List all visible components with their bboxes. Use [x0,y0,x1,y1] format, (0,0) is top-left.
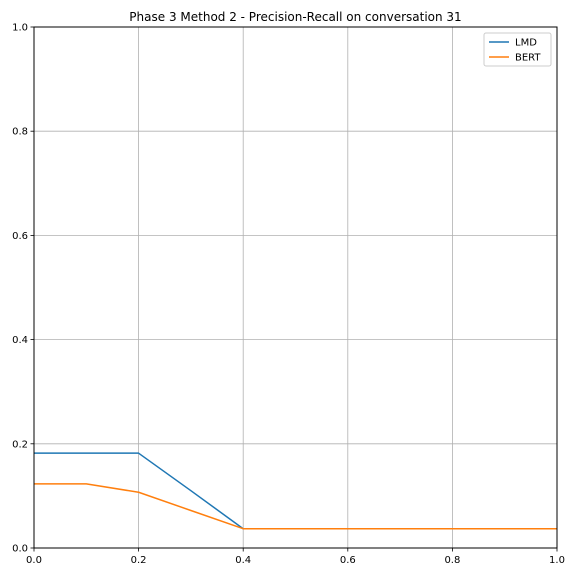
legend: LMD BERT [483,32,552,67]
legend-label-bert: BERT [515,53,541,64]
series-line-lmd [34,452,557,530]
y-tick-label: 0.2 [12,439,28,450]
y-tick-label: 0.0 [12,544,28,555]
series-line-bert [34,483,557,530]
x-tick-label: 0.0 [26,555,42,566]
x-tick-label: 0.8 [444,555,460,566]
x-tick-label: 0.2 [131,555,147,566]
y-tick-label: 0.6 [12,231,28,242]
chart-title: Phase 3 Method 2 - Precision-Recall on c… [129,10,461,24]
plot-frame [33,26,558,549]
y-tick-label: 1.0 [12,23,28,34]
x-tick-label: 0.6 [340,555,356,566]
x-tick-label: 1.0 [549,555,565,566]
legend-label-lmd: LMD [515,38,537,49]
x-tick-label: 0.4 [235,555,251,566]
y-tick-label: 0.8 [12,127,28,138]
axes: 0.0 0.2 0.4 0.6 0.8 1.0 0.0 0.2 0.4 0.6 0.8 1.0 [12,23,565,567]
grid-lines [33,26,558,549]
y-tick-label: 0.4 [12,335,28,346]
series-layer [34,452,557,530]
